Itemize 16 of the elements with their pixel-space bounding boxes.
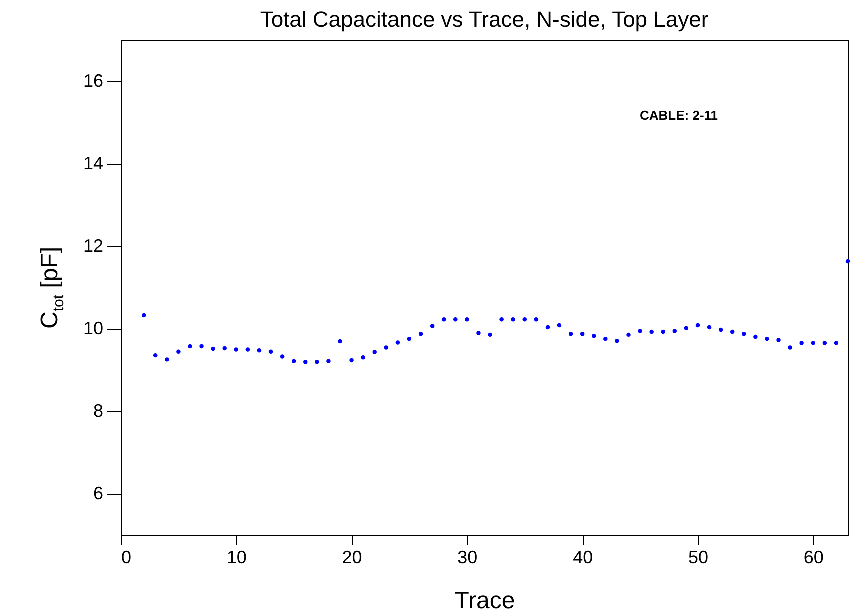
x-tick-label: 50	[688, 548, 708, 568]
x-tick-label: 0	[122, 548, 132, 568]
y-tick-label: 10	[83, 318, 104, 338]
x-tick-label: 10	[226, 548, 247, 568]
chart-title: Total Capacitance vs Trace, N-side, Top Layer	[260, 7, 709, 32]
x-tick-label: 60	[804, 548, 824, 568]
x-axis-title: Trace	[454, 588, 516, 612]
y-tick-label: 16	[83, 70, 104, 91]
x-tick-label: 40	[573, 548, 594, 568]
y-tick-label: 12	[83, 236, 104, 256]
x-tick-label: 20	[342, 548, 362, 568]
y-tick-label: 14	[83, 153, 104, 174]
x-tick-label: 30	[458, 548, 478, 568]
y-tick-label: 8	[93, 400, 104, 421]
annotation: CABLE: 2-11	[640, 108, 718, 123]
y-tick-label: 6	[93, 483, 104, 504]
